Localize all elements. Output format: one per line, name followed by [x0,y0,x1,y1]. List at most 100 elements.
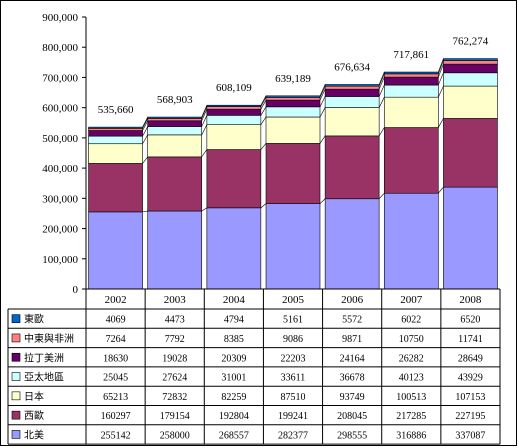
table-cell-value: 199241 [278,411,308,422]
series-connector-line [201,207,208,212]
total-label: 535,660 [98,104,134,116]
x-category-label: 2007 [400,294,423,306]
y-tick-label: 900,000 [42,12,78,24]
bar-segment [147,134,203,158]
series-connector-line [438,72,444,86]
series-connector-line [319,135,326,144]
table-cell-value: 160297 [101,411,131,422]
legend-series-name: 日本 [24,390,44,403]
y-tick-label: 200,000 [42,224,78,236]
bar-segment [324,88,380,97]
table-cell-value: 11741 [458,334,483,345]
series-connector-line [319,86,326,98]
y-tick-label: 600,000 [42,103,78,115]
bar-segment [206,106,262,110]
table-cell-value: 107153 [455,392,485,403]
table-cell-value: 9086 [283,334,303,345]
data-table: 2002 2003 2004 2005 2006 2007 2008 東歐 4069 4473 47… [7,288,501,445]
bar-segment [147,118,203,122]
bar-segment [147,126,203,136]
series-connector-line [201,106,208,119]
legend-series-name: 亞太地區 [24,371,64,384]
series-connector-line [260,97,267,107]
series-connector-line [201,115,208,127]
y-tick-label: 800,000 [42,42,78,54]
bar-segment [383,192,439,290]
series-connector-line [319,107,326,118]
y-tick-label: 500,000 [42,133,78,145]
series-connector-line [438,85,444,98]
total-label: 568,903 [157,94,193,106]
bar-segment [383,84,439,98]
legend-series-name: 西歐 [24,409,44,422]
bar-segment [265,95,321,98]
y-tick-label: 700,000 [42,72,78,84]
table-cell-value: 268557 [219,430,249,441]
table-cell-value: 18630 [103,353,128,364]
table-cell-value: 43929 [458,373,483,384]
bar-segment [88,135,143,145]
legend-series-name: 東歐 [24,313,44,326]
bar-segment [324,198,380,290]
legend-swatch [11,372,21,381]
table-cell-value: 27624 [162,373,187,384]
bar-segment [88,128,143,131]
bar-segment [206,104,262,107]
table-cell-value: 9871 [342,334,362,345]
table-cell-value: 7792 [165,334,185,345]
bar-segment [206,207,262,290]
table-cell-value: 208045 [337,411,367,422]
table-cell-value: 20309 [221,353,246,364]
table-cell-value: 22203 [281,353,306,364]
x-category-label: 2006 [341,294,364,306]
bar-segment [147,116,203,119]
series-connector-line [142,116,148,128]
table-cell-value: 4069 [106,315,126,326]
series-connector-line [378,76,385,90]
bar-segment [383,76,439,86]
bar-segment [383,73,439,78]
table-cell-value: 227195 [455,411,485,422]
bar-segment [443,72,498,87]
legend-swatch [11,410,21,420]
series-connector-line [319,198,326,204]
legend-series-name: 中東與非洲 [24,332,74,345]
series-connector-line [260,143,267,150]
series-connector-line [378,127,385,137]
table-cell-value: 72832 [162,392,187,403]
bar-segment [443,58,498,61]
table-cell-value: 8385 [224,334,244,345]
bars [88,58,498,290]
series-connector-line [378,84,385,97]
y-tick-label: 100,000 [42,254,78,266]
series-connector-line [142,126,148,137]
series-connector-line [438,58,444,73]
table-cell-value: 25045 [103,373,128,384]
series-connector-line [260,99,267,110]
table-cell-value: 6520 [460,315,480,326]
series-connector-line [260,95,267,106]
bar-segment [88,163,143,213]
series-connector-line [319,84,326,96]
table-cell-value: 10750 [399,334,424,345]
bar-segment [88,211,143,290]
table-cell-value: 65213 [103,392,128,403]
bar-segment [324,96,380,108]
series-connector-line [319,89,326,101]
y-tick-label: 300,000 [42,193,78,205]
table-cell-value: 36678 [340,373,365,384]
table-cell-value: 258000 [160,430,190,441]
y-tick-label: 400,000 [42,163,78,175]
bar-segment [324,85,380,90]
total-label: 639,189 [275,73,311,85]
bar-segment [443,186,498,290]
table-cell-value: 100513 [396,392,426,403]
series-connector-line [201,124,208,136]
bar-segment [443,85,498,119]
table-cell-value: 5572 [342,315,362,326]
series-connector-line [142,120,148,131]
x-category-label: 2002 [105,294,127,306]
table-cell-value: 33611 [281,373,306,384]
bar-segment [88,126,143,129]
series-connector-line [201,149,208,158]
